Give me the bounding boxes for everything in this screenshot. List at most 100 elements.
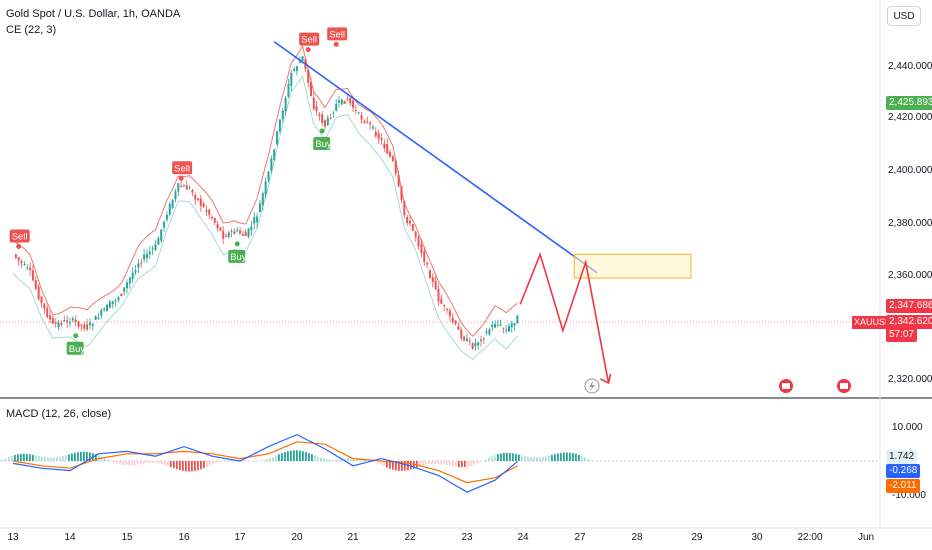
macd-histogram-bar: [281, 453, 283, 461]
macd-histogram-bar: [107, 459, 109, 461]
candle-body: [151, 248, 154, 250]
candle-body: [43, 303, 46, 309]
level-price-label: 2,347.686: [886, 299, 932, 313]
price-tick: 2,440.000: [888, 61, 932, 72]
candle-body: [194, 195, 197, 200]
macd-histogram-bar: [335, 459, 337, 461]
currency-button[interactable]: USD: [887, 6, 921, 26]
candle-body: [374, 131, 377, 137]
candle-body: [431, 277, 434, 282]
candle-body: [51, 317, 54, 324]
candle-body: [290, 72, 293, 86]
macd-histogram-bar: [326, 459, 328, 461]
signal-label: Sell: [329, 29, 345, 40]
candle-body: [14, 254, 17, 258]
candle-body: [40, 296, 43, 304]
drawings-layer[interactable]: [273, 41, 692, 385]
macd-histogram-bar: [140, 461, 142, 465]
candle-body: [91, 323, 94, 326]
candle-body: [71, 318, 74, 321]
macd-histogram-bar: [116, 461, 118, 464]
candle-body: [69, 322, 71, 324]
macd-histogram-bar: [122, 461, 124, 466]
macd-histogram-bar: [389, 461, 391, 469]
candle-body: [335, 104, 338, 111]
candle-body: [434, 280, 437, 290]
macd-histogram-bar: [386, 461, 388, 468]
macd-histogram-bar: [266, 459, 268, 461]
candle-body: [284, 97, 287, 112]
candle-body: [26, 267, 29, 269]
candle-body: [103, 308, 106, 310]
date-tick: 30: [751, 532, 763, 543]
date-tick: 21: [347, 532, 359, 543]
candle-body: [31, 270, 34, 281]
candle-body: [256, 216, 259, 223]
candle-body: [406, 217, 409, 223]
macd-histogram-bar: [401, 461, 403, 471]
candle-body: [363, 120, 366, 123]
macd-histogram-bar: [470, 461, 472, 466]
sell-signal: Sell: [299, 32, 320, 53]
candle-body: [389, 151, 392, 157]
candle-body: [391, 156, 394, 162]
candle-body: [261, 193, 264, 206]
candle-body: [49, 315, 52, 320]
macd-histogram-bar: [443, 461, 445, 465]
candle-body: [409, 221, 411, 224]
macd-histogram-bar: [395, 461, 397, 471]
macd-histogram-bar: [296, 450, 298, 461]
macd-histogram-bar: [449, 461, 451, 466]
macd-histogram-bar: [269, 458, 271, 461]
macd-histogram-bar: [71, 453, 73, 461]
candle-body: [315, 106, 318, 112]
candle-body: [197, 198, 199, 201]
macd-histogram-bar: [284, 452, 286, 461]
candle-body: [451, 317, 454, 323]
macd-histogram-bar: [527, 456, 529, 461]
macd-histogram-bar: [548, 455, 550, 461]
candle-body: [394, 160, 397, 174]
candle-body: [34, 280, 37, 289]
macd-histogram-bar: [479, 461, 481, 463]
candle-body: [428, 270, 431, 279]
macd-histogram-bar: [419, 461, 421, 467]
macd-histogram-bar: [161, 461, 163, 465]
macd-histogram-bar: [50, 457, 52, 461]
macd-title[interactable]: MACD (12, 26, close): [6, 408, 112, 420]
candle-body: [128, 277, 131, 284]
macd-histogram-bar: [545, 456, 547, 461]
candle-body: [448, 310, 451, 317]
signal-badge: [228, 249, 246, 263]
macd-histogram-bar: [350, 458, 352, 461]
candle-body: [83, 324, 86, 329]
candle-body: [340, 99, 343, 105]
candle-body: [160, 229, 163, 241]
signal-badge: [66, 341, 84, 355]
candle-body: [346, 99, 349, 101]
candle-body: [417, 237, 420, 247]
candle-body: [293, 69, 296, 71]
candle-body: [494, 324, 496, 328]
macd-histogram-bar: [347, 458, 349, 461]
candle-body: [188, 187, 191, 189]
macd-histogram-bar: [167, 461, 169, 467]
candle-body: [499, 324, 502, 326]
macd-histogram-bar: [557, 453, 559, 461]
signal-label: Buy: [69, 344, 86, 355]
indicator-label[interactable]: CE (22, 3): [6, 24, 57, 36]
macd-histogram-bar: [38, 456, 40, 461]
macd-histogram-bar: [125, 461, 127, 466]
macd-tick: 10.000: [892, 422, 923, 433]
macd-histogram-bar: [566, 452, 568, 461]
macd-histogram-bar: [587, 458, 589, 461]
macd-histogram-bar: [572, 453, 574, 461]
candle-body: [377, 132, 380, 139]
candle-body: [63, 320, 66, 322]
supply-zone-box: [573, 253, 692, 279]
macd-histogram-bar: [446, 461, 448, 466]
macd-histogram-bar: [458, 461, 460, 468]
event-icons: [584, 378, 851, 394]
candle-body: [307, 69, 310, 83]
